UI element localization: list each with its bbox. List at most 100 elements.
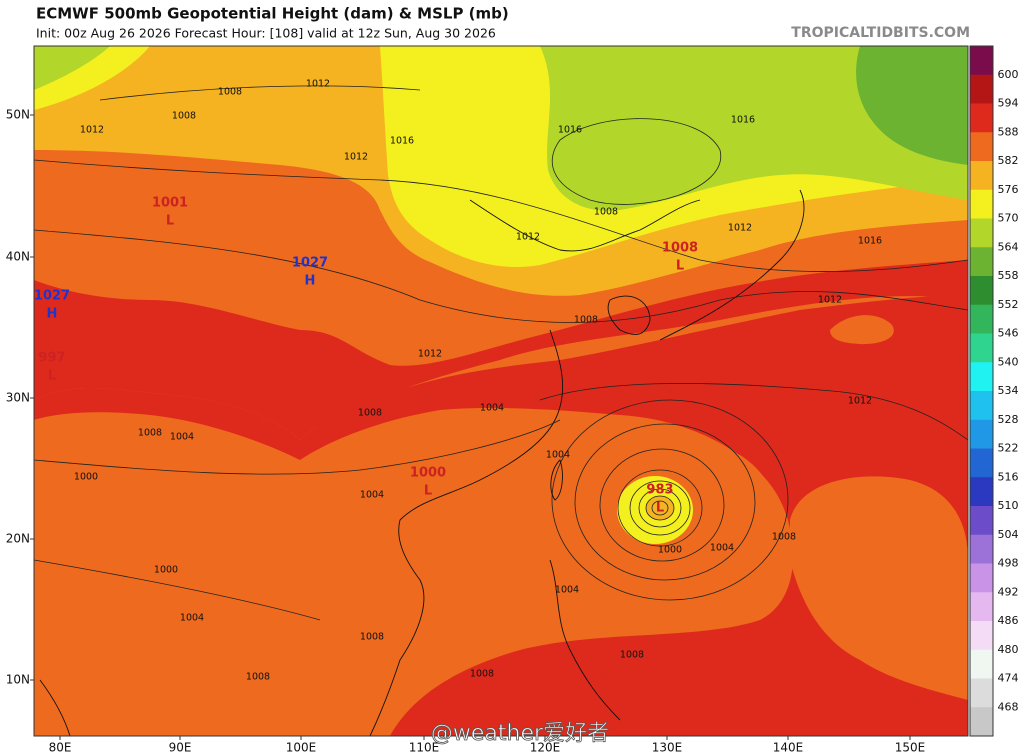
lon-label: 120E — [530, 741, 561, 755]
colorbar-label: 570 — [998, 212, 1019, 225]
isobar-label: 1000 — [658, 545, 682, 556]
isobar-label: 1012 — [344, 152, 368, 163]
center-letter: L — [166, 214, 174, 229]
colorbar-label: 498 — [998, 557, 1019, 570]
isobar-label: 1008 — [470, 669, 494, 680]
colorbar-segment — [970, 506, 993, 536]
colorbar-label: 504 — [998, 528, 1019, 541]
colorbar-segment — [970, 592, 993, 622]
height-band — [830, 315, 894, 345]
colorbar-segment — [970, 304, 993, 334]
colorbar-label: 564 — [998, 240, 1019, 253]
lat-label: 50N — [6, 108, 30, 122]
isobar-label: 1000 — [154, 565, 178, 576]
isobar-label: 1012 — [80, 125, 104, 136]
height-band — [34, 295, 968, 736]
center-value: 1008 — [662, 241, 698, 256]
isobar-label: 1012 — [418, 349, 442, 360]
colorbar-label: 522 — [998, 442, 1019, 455]
center-letter: L — [424, 484, 432, 499]
isobar-label: 1016 — [858, 236, 882, 247]
isobar-label: 1008 — [772, 532, 796, 543]
colorbar-label: 516 — [998, 470, 1019, 483]
lon-label: 110E — [409, 741, 440, 755]
isobar-label: 1004 — [710, 543, 734, 554]
colorbar-segment — [970, 132, 993, 162]
center-value: 983 — [646, 483, 673, 498]
coastlines — [39, 189, 805, 736]
height-band — [646, 496, 674, 520]
center-letter: L — [676, 259, 684, 274]
colorbar-label: 534 — [998, 384, 1019, 397]
colorbar-label: 558 — [998, 269, 1019, 282]
isobar-label: 1004 — [360, 490, 384, 501]
isobar-label: 1008 — [594, 207, 618, 218]
colorbar-label: 474 — [998, 672, 1019, 685]
colorbar-segment — [970, 189, 993, 219]
subtitle: Init: 00z Aug 26 2026 Forecast Hour: [10… — [36, 26, 496, 41]
lat-label: 40N — [6, 250, 30, 264]
isobar-label: 1004 — [180, 613, 204, 624]
center-letter: L — [48, 369, 56, 384]
colorbar-segment — [970, 707, 993, 737]
isobar-label: 1008 — [574, 315, 598, 326]
colorbar-segment — [970, 103, 993, 133]
isobar-label: 1016 — [731, 115, 755, 126]
colorbar-label: 546 — [998, 327, 1019, 340]
colorbar-label: 552 — [998, 298, 1019, 311]
colorbar-segment — [970, 218, 993, 248]
colorbar-segment — [970, 419, 993, 449]
colorbar-segment — [970, 477, 993, 507]
colorbar-label: 480 — [998, 643, 1019, 656]
isobar-label: 1012 — [306, 79, 330, 90]
colorbar-label: 594 — [998, 97, 1019, 110]
colorbar-segment — [970, 46, 993, 76]
height-band — [34, 46, 110, 90]
lon-label: 100E — [286, 741, 317, 755]
center-letter: L — [656, 501, 664, 516]
colorbar-label: 486 — [998, 614, 1019, 627]
colorbar-segment — [970, 649, 993, 679]
height-band — [790, 476, 968, 700]
colorbar-segment — [970, 534, 993, 564]
colorbar-segment — [970, 448, 993, 478]
lat-label: 10N — [6, 673, 30, 687]
lon-label: 140E — [773, 741, 804, 755]
center-value: 1027 — [34, 289, 70, 304]
colorbar-segment — [970, 621, 993, 651]
colorbar-label: 600 — [998, 68, 1019, 81]
isobar-label: 1004 — [480, 403, 504, 414]
center-value: 1000 — [410, 466, 446, 481]
colorbar-label: 528 — [998, 413, 1019, 426]
lon-label: 130E — [652, 741, 683, 755]
colorbar-label: 582 — [998, 154, 1019, 167]
isobar-label: 1004 — [555, 585, 579, 596]
colorbar-segment — [970, 276, 993, 306]
isobars — [34, 85, 968, 621]
isobar-label: 1004 — [546, 450, 570, 461]
isobar-label: 1004 — [170, 432, 194, 443]
colorbar-label: 540 — [998, 355, 1019, 368]
isobar-label: 1012 — [818, 295, 842, 306]
isobar-label: 1008 — [620, 650, 644, 661]
colorbar-segment — [970, 362, 993, 392]
colorbar-segment — [970, 391, 993, 421]
colorbar-segment — [970, 678, 993, 708]
colorbar-frame — [969, 45, 994, 737]
center-letter: H — [305, 274, 316, 289]
colorbar-segment — [970, 247, 993, 277]
height-band — [856, 46, 968, 165]
isobar-label: 1016 — [390, 136, 414, 147]
colorbar-segment — [970, 161, 993, 191]
colorbar-segment — [970, 563, 993, 593]
colorbar-label: 588 — [998, 125, 1019, 138]
isobar-label: 1000 — [74, 472, 98, 483]
colorbar-segment — [970, 74, 993, 104]
watermark: @weather爱好者 — [431, 721, 609, 746]
isobar-label: 1012 — [848, 396, 872, 407]
site-name: TROPICALTIDBITS.COM — [791, 25, 970, 41]
colorbar-label: 576 — [998, 183, 1019, 196]
colorbar-segment — [970, 333, 993, 363]
height-band — [34, 303, 400, 440]
isobar-label: 1008 — [358, 408, 382, 419]
